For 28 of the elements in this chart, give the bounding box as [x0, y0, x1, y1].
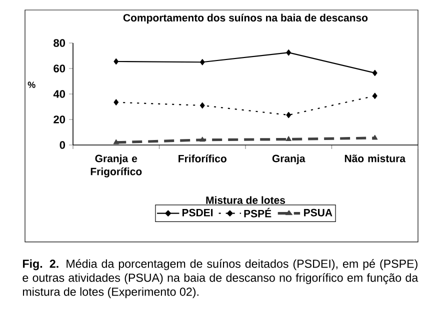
point — [200, 58, 205, 66]
y-tick-label: 60 — [54, 64, 66, 72]
x-tick-label: Não mistura — [344, 154, 406, 162]
point — [286, 49, 292, 56]
point — [114, 99, 119, 106]
y-tick-label: 80 — [54, 39, 66, 47]
x-tick-label: Granja e Frigorífico — [90, 154, 142, 178]
y-tick-label: 40 — [53, 90, 66, 98]
y-axis-title: % — [28, 82, 36, 88]
x-tick-label: Friforífico — [178, 154, 226, 162]
point — [200, 136, 206, 142]
y-tick-label: 20 — [54, 116, 66, 124]
x-axis-title: Mistura de lotes — [206, 196, 286, 204]
legend-label: PSUA — [304, 208, 332, 216]
point — [113, 139, 119, 144]
point — [286, 112, 292, 118]
point — [114, 58, 119, 65]
point — [200, 102, 205, 109]
y-tick-label: 0 — [60, 141, 66, 149]
text: Fig. 2. Média da porcentagem de suínos deitados (PSDEI), em pé (PSPE) e outras atividades (PSUA) na baia de descanso no frigorífico em função da mistura de lotes (Experimento 02). — [22, 259, 418, 298]
point — [286, 136, 292, 142]
point — [372, 70, 378, 76]
point — [372, 134, 378, 140]
chart-title: Comportamento dos suínos na baia de descanso — [123, 14, 368, 24]
point — [372, 92, 378, 100]
legend-label: PSPÉ — [244, 208, 272, 218]
legend-label: PSDEI — [182, 208, 213, 216]
x-tick-label: Granja — [272, 154, 306, 164]
